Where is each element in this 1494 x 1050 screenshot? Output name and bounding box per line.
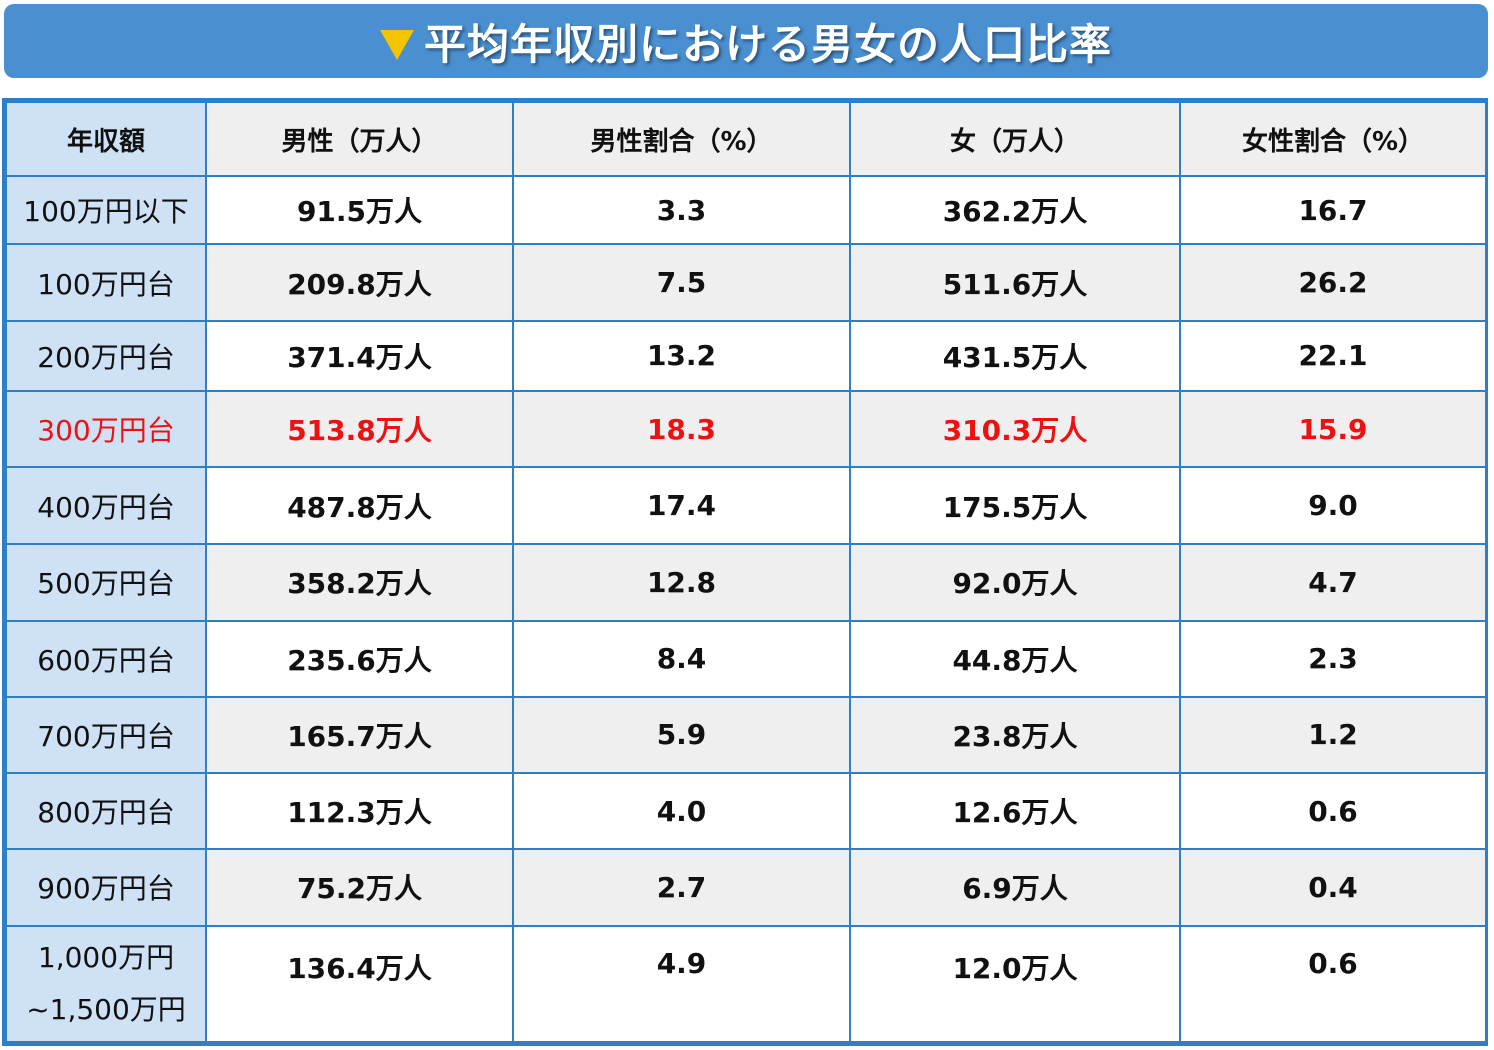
- income-line-1: 1,000万円: [37, 940, 175, 974]
- male-pct-cell: 18.3: [512, 389, 851, 469]
- male-pct-cell: 5.9: [512, 695, 851, 775]
- male-cell: 358.2万人: [205, 543, 514, 622]
- header-female-pct: 女性割合（%）: [1179, 100, 1487, 178]
- male-cell: 75.2万人: [205, 848, 514, 927]
- male-pct-cell: 8.4: [512, 619, 851, 698]
- female-cell: 511.6万人: [849, 243, 1181, 322]
- female-cell: 310.3万人: [849, 389, 1181, 469]
- income-table-frame: 年収額 男性（万人） 男性割合（%） 女（万人） 女性割合（%） 100万円以下…: [2, 98, 1488, 1046]
- female-pct-cell: 2.3: [1179, 619, 1487, 698]
- female-cell: 23.8万人: [849, 695, 1181, 775]
- female-pct-cell: 16.7: [1179, 175, 1487, 246]
- income-cell: 700万円台: [5, 695, 207, 775]
- female-pct-cell: 15.9: [1179, 389, 1487, 469]
- female-pct-cell: 22.1: [1179, 319, 1487, 392]
- male-cell: 136.4万人: [205, 924, 514, 1044]
- income-cell: 300万円台: [5, 389, 207, 469]
- female-cell: 175.5万人: [849, 466, 1181, 546]
- income-cell: 500万円台: [5, 543, 207, 622]
- female-cell: 92.0万人: [849, 543, 1181, 622]
- male-pct-cell: 4.9: [512, 924, 851, 1044]
- female-cell: 12.0万人: [849, 924, 1181, 1044]
- female-cell: 44.8万人: [849, 619, 1181, 698]
- male-pct-cell: 2.7: [512, 848, 851, 927]
- female-cell: 431.5万人: [849, 319, 1181, 392]
- female-pct-cell: 0.6: [1179, 924, 1487, 1044]
- table-row: 100万円台 209.8万人 7.5 511.6万人 26.2: [5, 243, 1487, 322]
- header-income: 年収額: [5, 100, 207, 178]
- table-row: 500万円台 358.2万人 12.8 92.0万人 4.7: [5, 543, 1487, 622]
- table-row: 1,000万円 ~1,500万円 136.4万人 4.9 12.0万人 0.6: [5, 924, 1487, 1044]
- table-row-highlighted: 300万円台 513.8万人 18.3 310.3万人 15.9: [5, 389, 1487, 469]
- female-pct-cell: 4.7: [1179, 543, 1487, 622]
- income-cell: 200万円台: [5, 319, 207, 392]
- table-row: 800万円台 112.3万人 4.0 12.6万人 0.6: [5, 772, 1487, 851]
- male-pct-cell: 13.2: [512, 319, 851, 392]
- female-cell: 362.2万人: [849, 175, 1181, 246]
- female-pct-cell: 0.4: [1179, 848, 1487, 927]
- male-cell: 209.8万人: [205, 243, 514, 322]
- male-pct-cell: 4.0: [512, 772, 851, 851]
- income-table: 年収額 男性（万人） 男性割合（%） 女（万人） 女性割合（%） 100万円以下…: [5, 100, 1487, 1044]
- male-cell: 235.6万人: [205, 619, 514, 698]
- male-cell: 165.7万人: [205, 695, 514, 775]
- down-triangle-icon: [379, 30, 414, 60]
- male-pct-cell: 7.5: [512, 243, 851, 322]
- male-pct-cell: 17.4: [512, 466, 851, 546]
- female-pct-cell: 26.2: [1179, 243, 1487, 322]
- income-cell: 800万円台: [5, 772, 207, 851]
- female-pct-cell: 1.2: [1179, 695, 1487, 775]
- header-male-pct: 男性割合（%）: [512, 100, 851, 178]
- income-cell: 600万円台: [5, 619, 207, 698]
- header-male: 男性（万人）: [205, 100, 514, 178]
- male-cell: 513.8万人: [205, 389, 514, 469]
- table-row: 100万円以下 91.5万人 3.3 362.2万人 16.7: [5, 175, 1487, 246]
- table-row: 600万円台 235.6万人 8.4 44.8万人 2.3: [5, 619, 1487, 698]
- income-line-2: ~1,500万円: [26, 992, 186, 1026]
- title-banner: 平均年収別における男女の人口比率: [4, 4, 1488, 78]
- female-cell: 6.9万人: [849, 848, 1181, 927]
- header-row: 年収額 男性（万人） 男性割合（%） 女（万人） 女性割合（%）: [5, 100, 1487, 178]
- page-title: 平均年収別における男女の人口比率: [423, 19, 1112, 69]
- male-cell: 487.8万人: [205, 466, 514, 546]
- male-pct-cell: 12.8: [512, 543, 851, 622]
- header-female: 女（万人）: [849, 100, 1181, 178]
- female-cell: 12.6万人: [849, 772, 1181, 851]
- table-row: 700万円台 165.7万人 5.9 23.8万人 1.2: [5, 695, 1487, 775]
- male-pct-cell: 3.3: [512, 175, 851, 246]
- male-cell: 112.3万人: [205, 772, 514, 851]
- income-cell: 900万円台: [5, 848, 207, 927]
- income-cell: 100万円以下: [5, 175, 207, 246]
- table-row: 200万円台 371.4万人 13.2 431.5万人 22.1: [5, 319, 1487, 392]
- female-pct-cell: 0.6: [1179, 772, 1487, 851]
- female-pct-cell: 9.0: [1179, 466, 1487, 546]
- income-cell: 1,000万円 ~1,500万円: [5, 924, 207, 1044]
- table-row: 400万円台 487.8万人 17.4 175.5万人 9.0: [5, 466, 1487, 546]
- income-cell: 400万円台: [5, 466, 207, 546]
- income-cell: 100万円台: [5, 243, 207, 322]
- male-cell: 91.5万人: [205, 175, 514, 246]
- table-row: 900万円台 75.2万人 2.7 6.9万人 0.4: [5, 848, 1487, 927]
- male-cell: 371.4万人: [205, 319, 514, 392]
